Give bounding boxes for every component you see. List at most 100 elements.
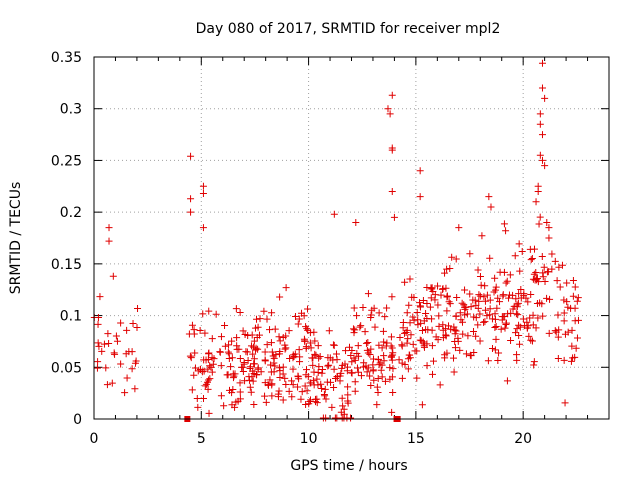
data-point [551,327,559,335]
data-point [205,350,213,358]
data-point [361,328,369,336]
data-point [95,342,103,350]
data-point [330,341,338,349]
data-point [236,379,244,387]
data-point [199,394,207,402]
data-point [533,276,541,284]
data-point [571,283,579,291]
data-point [252,344,260,352]
data-point [224,348,232,356]
data-point [538,131,546,139]
data-point [527,290,535,298]
data-point [96,293,104,301]
data-point [205,307,213,315]
data-point [262,398,270,406]
data-point [515,321,523,329]
data-point [354,342,362,350]
data-point [306,339,314,347]
data-point [414,316,422,324]
data-point [232,305,240,313]
data-point [187,152,195,160]
data-point [529,311,537,319]
data-point [543,218,551,226]
data-point [294,373,302,381]
data-point [207,363,215,371]
data-point [556,283,564,291]
data-point [239,327,247,335]
data-point [314,342,322,350]
data-point [428,285,436,293]
data-point [117,360,125,368]
data-point [304,305,312,313]
data-point [504,310,512,318]
data-point [491,286,499,294]
data-point [186,352,194,360]
data-point [289,354,297,362]
data-point [452,255,460,263]
data-point [225,341,233,349]
data-point [344,399,352,407]
data-point [539,269,547,277]
data-point [431,296,439,304]
data-point [268,392,276,400]
data-point [379,327,387,335]
data-point [447,325,455,333]
data-point [188,386,196,394]
data-point [291,312,299,320]
data-point [571,304,579,312]
data-point [206,362,214,370]
data-point [123,326,131,334]
data-point [554,355,562,363]
data-point [411,347,419,355]
data-point [555,263,563,271]
data-point [455,224,463,232]
data-point [316,352,324,360]
data-point [308,354,316,362]
data-point [569,277,577,285]
data-point [343,367,351,375]
data-point [246,383,254,391]
data-point [481,318,489,326]
data-point [300,312,308,320]
data-point [279,333,287,341]
data-point [540,263,548,271]
data-point [217,362,225,370]
data-point [437,291,445,299]
data-point [315,363,323,371]
data-point [442,325,450,333]
data-point [250,401,258,409]
data-point [131,385,139,393]
data-point [374,388,382,396]
data-point [380,352,388,360]
data-point [527,336,535,344]
data-point [503,377,511,385]
data-point [404,365,412,373]
data-point [257,368,265,376]
data-point [263,341,271,349]
data-point [282,284,290,292]
data-point [267,339,275,347]
chart-title: Day 080 of 2017, SRMTID for receiver mpl… [196,21,501,37]
data-point [534,314,542,322]
data-point [279,363,287,371]
data-point [288,393,296,401]
data-point [98,347,106,355]
axis-ticks: 0 0.05 0.1 0.15 0.2 0.25 0.3 0.35 0 5 10 15 20 [51,50,610,447]
data-point [486,296,494,304]
data-point [551,257,559,265]
x-tick-label: 0 [90,431,99,447]
data-point [330,210,338,218]
data-point [490,288,498,296]
data-point [388,293,396,301]
data-point [271,362,279,370]
data-point [228,389,236,397]
data-point [545,224,553,232]
data-point [248,331,256,339]
data-point [388,187,396,195]
data-point [423,362,431,370]
data-point [232,398,240,406]
data-point [573,297,581,305]
data-point [94,358,102,366]
data-point [205,409,213,417]
data-point [435,312,443,320]
